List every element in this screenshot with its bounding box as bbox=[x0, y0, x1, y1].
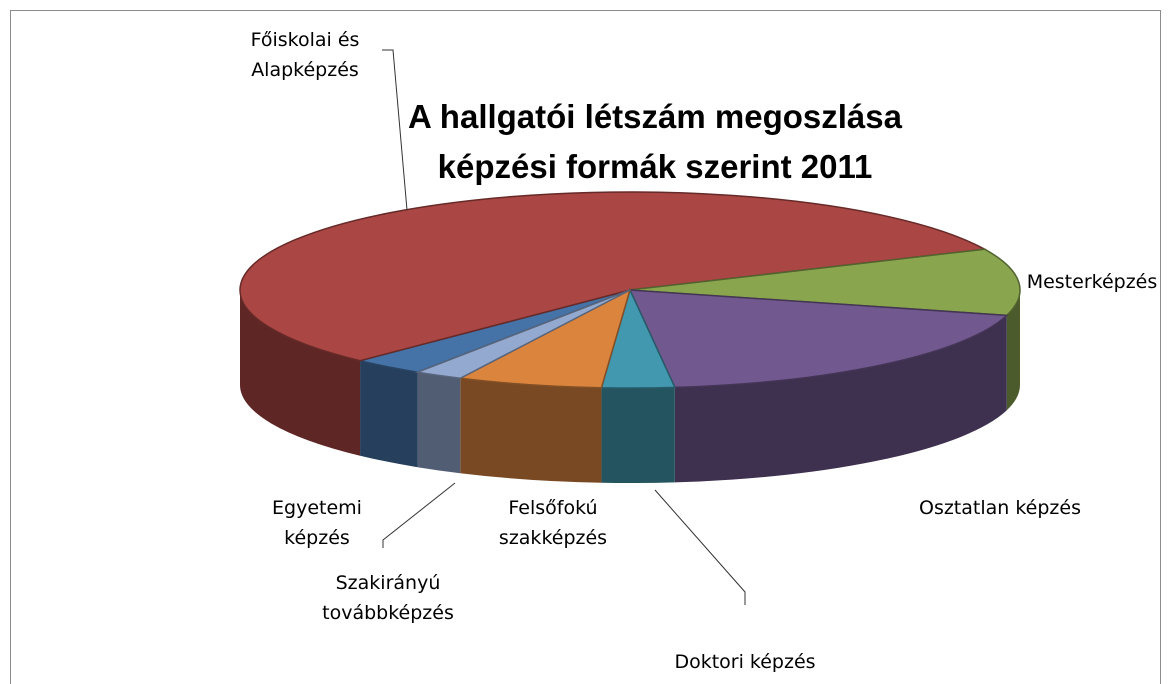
slice bbox=[414, 289, 631, 380]
slice bbox=[629, 248, 1021, 317]
chart-frame bbox=[10, 10, 1161, 684]
slice-label: Mesterképzés bbox=[1026, 271, 1158, 293]
slice-side bbox=[1006, 290, 1020, 411]
slice-label: Felsőfokú szakképzés bbox=[498, 497, 608, 549]
leader-line bbox=[382, 482, 456, 548]
slice-label: Szakirányú továbbképzés bbox=[322, 572, 454, 624]
slice bbox=[457, 288, 632, 389]
leader-line bbox=[382, 49, 408, 211]
slice-side bbox=[601, 387, 675, 483]
slice-label: Doktori képzés bbox=[674, 651, 816, 673]
slice-label: Egyetemi képzés bbox=[272, 497, 362, 549]
leader-line bbox=[654, 489, 746, 605]
slice-side bbox=[460, 378, 602, 483]
slice bbox=[628, 289, 1009, 389]
pie bbox=[239, 191, 1021, 483]
slice-side bbox=[360, 360, 418, 468]
slice-side bbox=[240, 290, 361, 456]
slice-label: Osztatlan képzés bbox=[918, 497, 1081, 519]
chart-title: A hallgatói létszám megoszlása képzési f… bbox=[408, 98, 902, 185]
slice-side bbox=[417, 372, 461, 474]
slice-label: Főiskolai és Alapképzés bbox=[250, 29, 360, 81]
slice bbox=[239, 191, 988, 362]
slice-side bbox=[674, 315, 1007, 483]
